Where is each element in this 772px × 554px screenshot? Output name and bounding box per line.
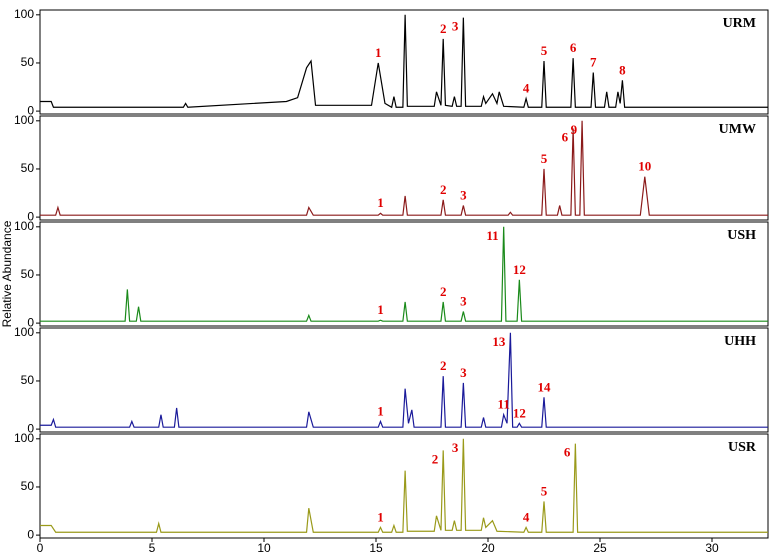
peak-label: 7: [590, 55, 597, 70]
peak-label: 14: [538, 379, 552, 394]
peak-label: 2: [432, 451, 439, 466]
chromatogram-trace: [40, 120, 768, 216]
peak-label: 13: [492, 334, 506, 349]
y-tick-label: 100: [14, 325, 34, 339]
y-tick-label: 50: [21, 373, 35, 387]
peak-label: 2: [440, 358, 447, 373]
x-tick-label: 10: [257, 541, 271, 554]
peak-label: 5: [541, 43, 548, 58]
y-tick-label: 0: [27, 209, 34, 223]
chromatogram-trace: [40, 226, 768, 322]
peak-label: 2: [440, 21, 447, 36]
peak-label: 12: [513, 262, 526, 277]
panel-frame: [39, 115, 769, 221]
peak-label: 9: [571, 122, 578, 137]
peak-label: 3: [460, 294, 467, 309]
peak-label: 1: [377, 302, 384, 317]
y-tick-label: 0: [27, 315, 34, 329]
peak-label: 3: [460, 365, 467, 380]
peak-label: 1: [377, 403, 384, 418]
peak-label: 3: [452, 440, 459, 455]
y-tick-label: 50: [21, 267, 35, 281]
y-tick-label: 0: [27, 103, 34, 117]
x-tick-label: 5: [149, 541, 156, 554]
peak-label: 2: [440, 182, 447, 197]
peak-label: 10: [638, 159, 651, 174]
peak-label: 5: [541, 483, 548, 498]
panel-frame: [39, 327, 769, 433]
chromatogram-trace: [40, 332, 768, 428]
x-tick-label: 25: [593, 541, 607, 554]
panel-name: UMW: [719, 122, 756, 137]
panel-name: URM: [723, 16, 756, 31]
y-tick-label: 50: [21, 55, 35, 69]
panel-frame: [39, 433, 769, 539]
y-tick-label: 0: [27, 421, 34, 435]
y-tick-label: 50: [21, 161, 35, 175]
peak-label: 6: [564, 445, 571, 460]
chromatogram-trace: [40, 14, 768, 109]
peak-label: 1: [377, 509, 384, 524]
peak-label: 6: [562, 130, 569, 145]
y-tick-label: 100: [14, 113, 34, 127]
y-tick-label: 100: [14, 431, 34, 445]
peak-label: 3: [460, 188, 467, 203]
y-tick-label: 0: [27, 527, 34, 541]
panel-name: UHH: [724, 334, 756, 349]
y-tick-label: 50: [21, 479, 35, 493]
peak-label: 1: [375, 45, 382, 60]
peak-label: 12: [513, 405, 526, 420]
panel-frame: [39, 221, 769, 327]
peak-label: 3: [452, 19, 459, 34]
x-tick-label: 15: [369, 541, 383, 554]
peak-label: 8: [619, 62, 626, 77]
x-tick-label: 30: [705, 541, 719, 554]
peak-label: 11: [486, 228, 498, 243]
peak-label: 1: [377, 195, 384, 210]
peak-label: 5: [541, 151, 548, 166]
x-tick-label: 20: [481, 541, 495, 554]
peak-label: 4: [523, 81, 530, 96]
peak-label: 11: [498, 397, 510, 412]
chromatogram-trace: [40, 438, 768, 533]
panel-name: USR: [728, 440, 757, 455]
x-tick-label: 0: [37, 541, 44, 554]
peak-label: 4: [523, 509, 530, 524]
peak-label: 2: [440, 284, 447, 299]
panel-frame: [39, 9, 769, 115]
y-tick-label: 100: [14, 219, 34, 233]
y-tick-label: 100: [14, 7, 34, 21]
panel-name: USH: [727, 228, 756, 243]
y-axis-title: Relative Abundance: [0, 220, 14, 327]
peak-label: 6: [570, 40, 577, 55]
